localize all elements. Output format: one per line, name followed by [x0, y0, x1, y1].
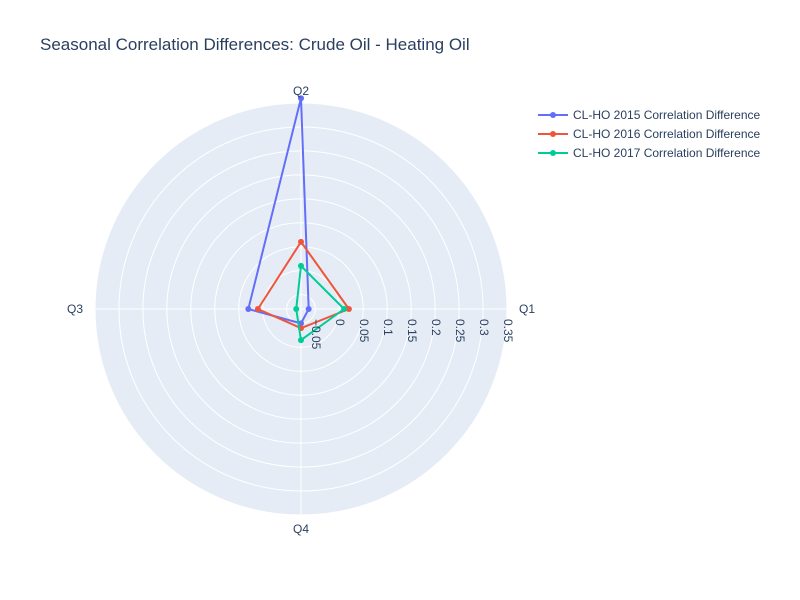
- radial-tick-label: 0.35: [501, 319, 515, 343]
- series-2-point-3: [298, 337, 304, 344]
- radial-tick-label: −0.05: [309, 319, 323, 350]
- radial-tick-label: 0.1: [381, 319, 395, 336]
- angular-tick-label-q4: Q4: [293, 522, 309, 536]
- angular-tick-label-q1: Q1: [519, 302, 535, 316]
- radial-tick-label: 0.3: [477, 319, 491, 336]
- legend-item[interactable]: CL-HO 2017 Correlation Difference: [538, 146, 761, 160]
- radial-tick-label: 0: [333, 319, 347, 326]
- series-0-point-2: [245, 306, 252, 312]
- series-2-point-0: [341, 306, 348, 312]
- radial-tick-labels: −0.05 0 0.05 0.1 0.15 0.2 0.25 0.3 0.35: [309, 319, 515, 350]
- radial-tick-label: 0.05: [357, 319, 371, 343]
- series-2-point-1: [298, 262, 304, 269]
- series-1-point-0: [345, 306, 352, 312]
- radial-tick-label: 0.2: [429, 319, 443, 336]
- chart-title: Seasonal Correlation Differences: Crude …: [40, 35, 470, 54]
- series-2-point-2: [293, 306, 300, 312]
- legend-label: CL-HO 2015 Correlation Difference: [573, 108, 761, 122]
- series-0-point-0: [305, 306, 312, 312]
- legend-label: CL-HO 2016 Correlation Difference: [573, 127, 761, 141]
- legend[interactable]: CL-HO 2015 Correlation Difference CL-HO 2…: [538, 108, 761, 160]
- legend-marker-2: [550, 150, 556, 156]
- legend-marker-1: [550, 131, 556, 137]
- series-1-point-2: [254, 306, 261, 312]
- legend-item[interactable]: CL-HO 2015 Correlation Difference: [538, 108, 761, 122]
- radial-tick-label: 0.25: [453, 319, 467, 343]
- angular-tick-label-q3: Q3: [67, 302, 83, 316]
- angular-tick-labels: Q1 Q2 Q3 Q4: [67, 84, 535, 536]
- radial-tick-label: 0.15: [405, 319, 419, 343]
- legend-label: CL-HO 2017 Correlation Difference: [573, 146, 761, 160]
- angular-tick-label-q2: Q2: [293, 84, 309, 98]
- legend-marker-0: [550, 112, 556, 118]
- polar-series: [245, 95, 352, 344]
- series-1-point-1: [298, 238, 304, 245]
- legend-item[interactable]: CL-HO 2016 Correlation Difference: [538, 127, 761, 141]
- series-0-point-1: [298, 95, 304, 102]
